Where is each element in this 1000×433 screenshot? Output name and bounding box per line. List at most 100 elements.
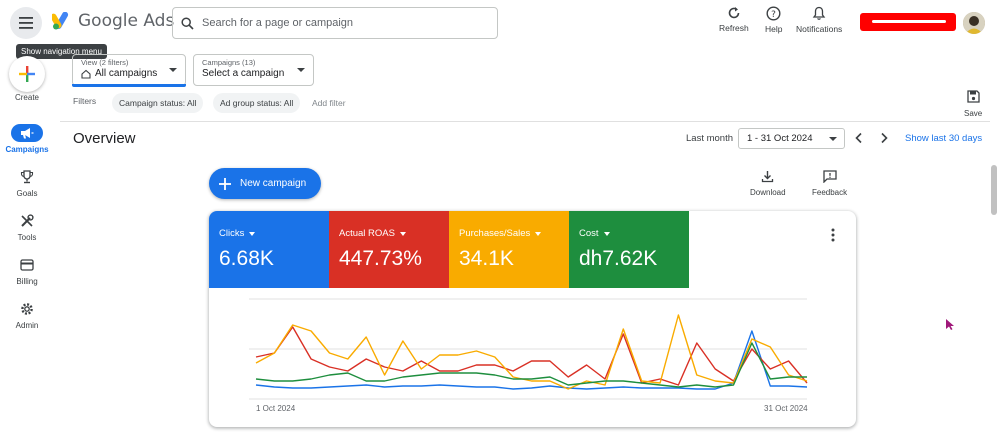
campaign-selector-value: Select a campaign bbox=[202, 68, 285, 79]
help-button[interactable]: ? Help bbox=[765, 6, 782, 34]
date-range-value: 1 - 31 Oct 2024 bbox=[747, 133, 813, 144]
notifications-button[interactable]: Notifications bbox=[796, 6, 842, 34]
search-placeholder: Search for a page or campaign bbox=[202, 17, 354, 29]
metric-name: Purchases/Sales bbox=[459, 228, 559, 239]
filters-label: Filters bbox=[73, 96, 97, 106]
menu-icon[interactable] bbox=[10, 7, 42, 39]
view-selector-value: All campaigns bbox=[95, 68, 158, 79]
metric-value: 447.73% bbox=[339, 247, 422, 270]
x-axis-start-label: 1 Oct 2024 bbox=[256, 404, 296, 413]
metric-card-actual-roas[interactable]: Actual ROAS 447.73% bbox=[329, 211, 449, 288]
metric-value: dh7.62K bbox=[579, 247, 658, 270]
nav-label-admin: Admin bbox=[15, 321, 39, 330]
help-label: Help bbox=[765, 24, 783, 34]
chevron-down-icon bbox=[829, 137, 837, 141]
date-range-label: Last month bbox=[686, 133, 733, 144]
new-campaign-label: New campaign bbox=[240, 178, 307, 189]
page-title: Overview bbox=[73, 130, 136, 147]
download-icon bbox=[762, 171, 774, 183]
plus-icon bbox=[19, 66, 35, 82]
divider bbox=[60, 121, 990, 122]
refresh-icon bbox=[728, 7, 740, 19]
mouse-cursor-icon bbox=[946, 319, 954, 330]
show-last-30-days-link[interactable]: Show last 30 days bbox=[905, 133, 983, 144]
top-bar: Google Ads Search for a page or campaign… bbox=[0, 0, 1000, 46]
metric-name: Clicks bbox=[219, 228, 319, 239]
selected-indicator bbox=[72, 84, 186, 87]
filter-chip-ad-group-status[interactable]: Ad group status: All bbox=[213, 93, 301, 113]
performance-card: Clicks 6.68K Actual ROAS 447.73% Purchas… bbox=[209, 211, 856, 427]
chevron-down-icon bbox=[297, 68, 305, 72]
nav-label-goals: Goals bbox=[16, 189, 38, 198]
redacted-account-name bbox=[860, 13, 956, 31]
series-line-cost bbox=[255, 342, 807, 388]
home-icon bbox=[81, 69, 91, 79]
save-icon bbox=[966, 90, 980, 103]
nav-label-campaigns: Campaigns bbox=[5, 145, 49, 154]
bell-icon bbox=[812, 6, 826, 20]
filter-chip-campaign-status[interactable]: Campaign status: All bbox=[112, 93, 204, 113]
metric-card-clicks[interactable]: Clicks 6.68K bbox=[209, 211, 329, 288]
page-scrollbar[interactable] bbox=[991, 165, 997, 215]
search-icon bbox=[181, 16, 194, 30]
refresh-label: Refresh bbox=[719, 23, 749, 33]
metric-value: 6.68K bbox=[219, 247, 274, 270]
more-vert-icon bbox=[831, 228, 835, 242]
feedback-button[interactable]: Feedback bbox=[812, 170, 847, 197]
chevron-left-icon bbox=[855, 132, 862, 144]
download-button[interactable]: Download bbox=[750, 170, 786, 197]
trophy-icon bbox=[11, 168, 43, 186]
svg-text:?: ? bbox=[771, 10, 776, 20]
save-button[interactable]: Save bbox=[964, 90, 982, 118]
avatar-icon bbox=[963, 12, 985, 34]
gear-icon bbox=[11, 300, 43, 318]
metric-name: Actual ROAS bbox=[339, 228, 439, 239]
nav-item-billing[interactable]: Billing bbox=[0, 256, 54, 286]
feedback-label: Feedback bbox=[812, 188, 848, 197]
help-icon: ? bbox=[766, 6, 781, 21]
series-line-actual-roas bbox=[255, 326, 808, 386]
search-input[interactable]: Search for a page or campaign bbox=[172, 7, 498, 39]
create-button[interactable] bbox=[9, 56, 45, 92]
metric-card-cost[interactable]: Cost dh7.62K bbox=[569, 211, 689, 288]
megaphone-icon bbox=[11, 124, 43, 142]
next-period-button[interactable] bbox=[879, 131, 889, 147]
nav-item-tools[interactable]: Tools bbox=[0, 212, 54, 242]
x-axis-end-label: 31 Oct 2024 bbox=[764, 404, 808, 413]
download-label: Download bbox=[750, 188, 786, 197]
plus-icon bbox=[219, 177, 231, 190]
refresh-button[interactable]: Refresh bbox=[719, 6, 749, 33]
nav-label-tools: Tools bbox=[17, 233, 37, 242]
series-line-purchases-sales bbox=[255, 314, 808, 390]
nav-item-goals[interactable]: Goals bbox=[0, 168, 54, 198]
previous-period-button[interactable] bbox=[854, 131, 864, 147]
series-line-clicks bbox=[255, 330, 808, 390]
avatar[interactable] bbox=[963, 12, 985, 34]
credit-card-icon bbox=[11, 256, 43, 274]
view-selector[interactable]: View (2 filters) All campaigns bbox=[72, 54, 186, 87]
metric-value: 34.1K bbox=[459, 247, 514, 270]
google-ads-icon bbox=[52, 12, 69, 30]
chevron-down-icon bbox=[169, 68, 177, 72]
metric-card-purchases[interactable]: Purchases/Sales 34.1K bbox=[449, 211, 569, 288]
campaign-selector[interactable]: Campaigns (13) Select a campaign bbox=[193, 54, 314, 86]
nav-item-campaigns[interactable]: Campaigns bbox=[0, 124, 54, 154]
campaign-selector-caption: Campaigns (13) bbox=[202, 58, 256, 67]
notifications-label: Notifications bbox=[796, 24, 843, 34]
nav-label-billing: Billing bbox=[16, 277, 38, 286]
create-label: Create bbox=[14, 93, 39, 102]
view-selector-caption: View (2 filters) bbox=[81, 58, 129, 67]
metric-name: Cost bbox=[579, 228, 679, 239]
tools-icon bbox=[11, 212, 43, 230]
more-options-button[interactable] bbox=[831, 228, 835, 245]
google-ads-logo[interactable]: Google Ads bbox=[52, 11, 174, 31]
chevron-right-icon bbox=[881, 132, 888, 144]
nav-item-admin[interactable]: Admin bbox=[0, 300, 54, 330]
new-campaign-button[interactable]: New campaign bbox=[209, 168, 321, 199]
app-name: Google Ads bbox=[78, 11, 175, 31]
nav-tooltip: Show navigation menu bbox=[16, 44, 107, 59]
feedback-icon bbox=[822, 170, 837, 183]
add-filter-button[interactable]: Add filter bbox=[312, 98, 346, 108]
date-range-picker[interactable]: 1 - 31 Oct 2024 bbox=[738, 128, 845, 149]
save-label: Save bbox=[964, 109, 983, 118]
